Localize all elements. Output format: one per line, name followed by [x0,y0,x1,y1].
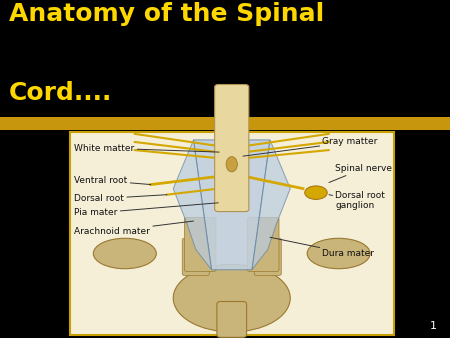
Ellipse shape [93,238,156,269]
Text: Spinal nerve: Spinal nerve [329,164,392,183]
Polygon shape [252,140,290,270]
FancyBboxPatch shape [217,301,247,337]
Ellipse shape [173,264,290,332]
Text: Gray matter: Gray matter [243,138,378,156]
Text: Dura mater: Dura mater [270,237,374,258]
FancyBboxPatch shape [248,217,279,271]
Ellipse shape [226,157,238,172]
Polygon shape [194,140,270,270]
Text: White matter: White matter [74,144,219,152]
Text: Pia mater: Pia mater [74,203,218,217]
Text: Dorsal root
ganglion: Dorsal root ganglion [329,191,385,211]
Bar [70,132,394,335]
Polygon shape [173,140,212,270]
Ellipse shape [305,186,327,199]
Text: Ventral root: Ventral root [74,176,151,185]
Text: Anatomy of the Spinal: Anatomy of the Spinal [9,2,324,26]
Text: Dorsal root: Dorsal root [74,194,167,203]
FancyBboxPatch shape [215,84,249,212]
Text: 1: 1 [429,321,436,331]
FancyBboxPatch shape [254,238,281,275]
Bar [0,117,450,130]
FancyBboxPatch shape [182,238,209,275]
Ellipse shape [307,238,370,269]
Text: Cord....: Cord.... [9,81,112,105]
FancyBboxPatch shape [184,217,216,271]
Text: Arachnoid mater: Arachnoid mater [74,221,194,236]
